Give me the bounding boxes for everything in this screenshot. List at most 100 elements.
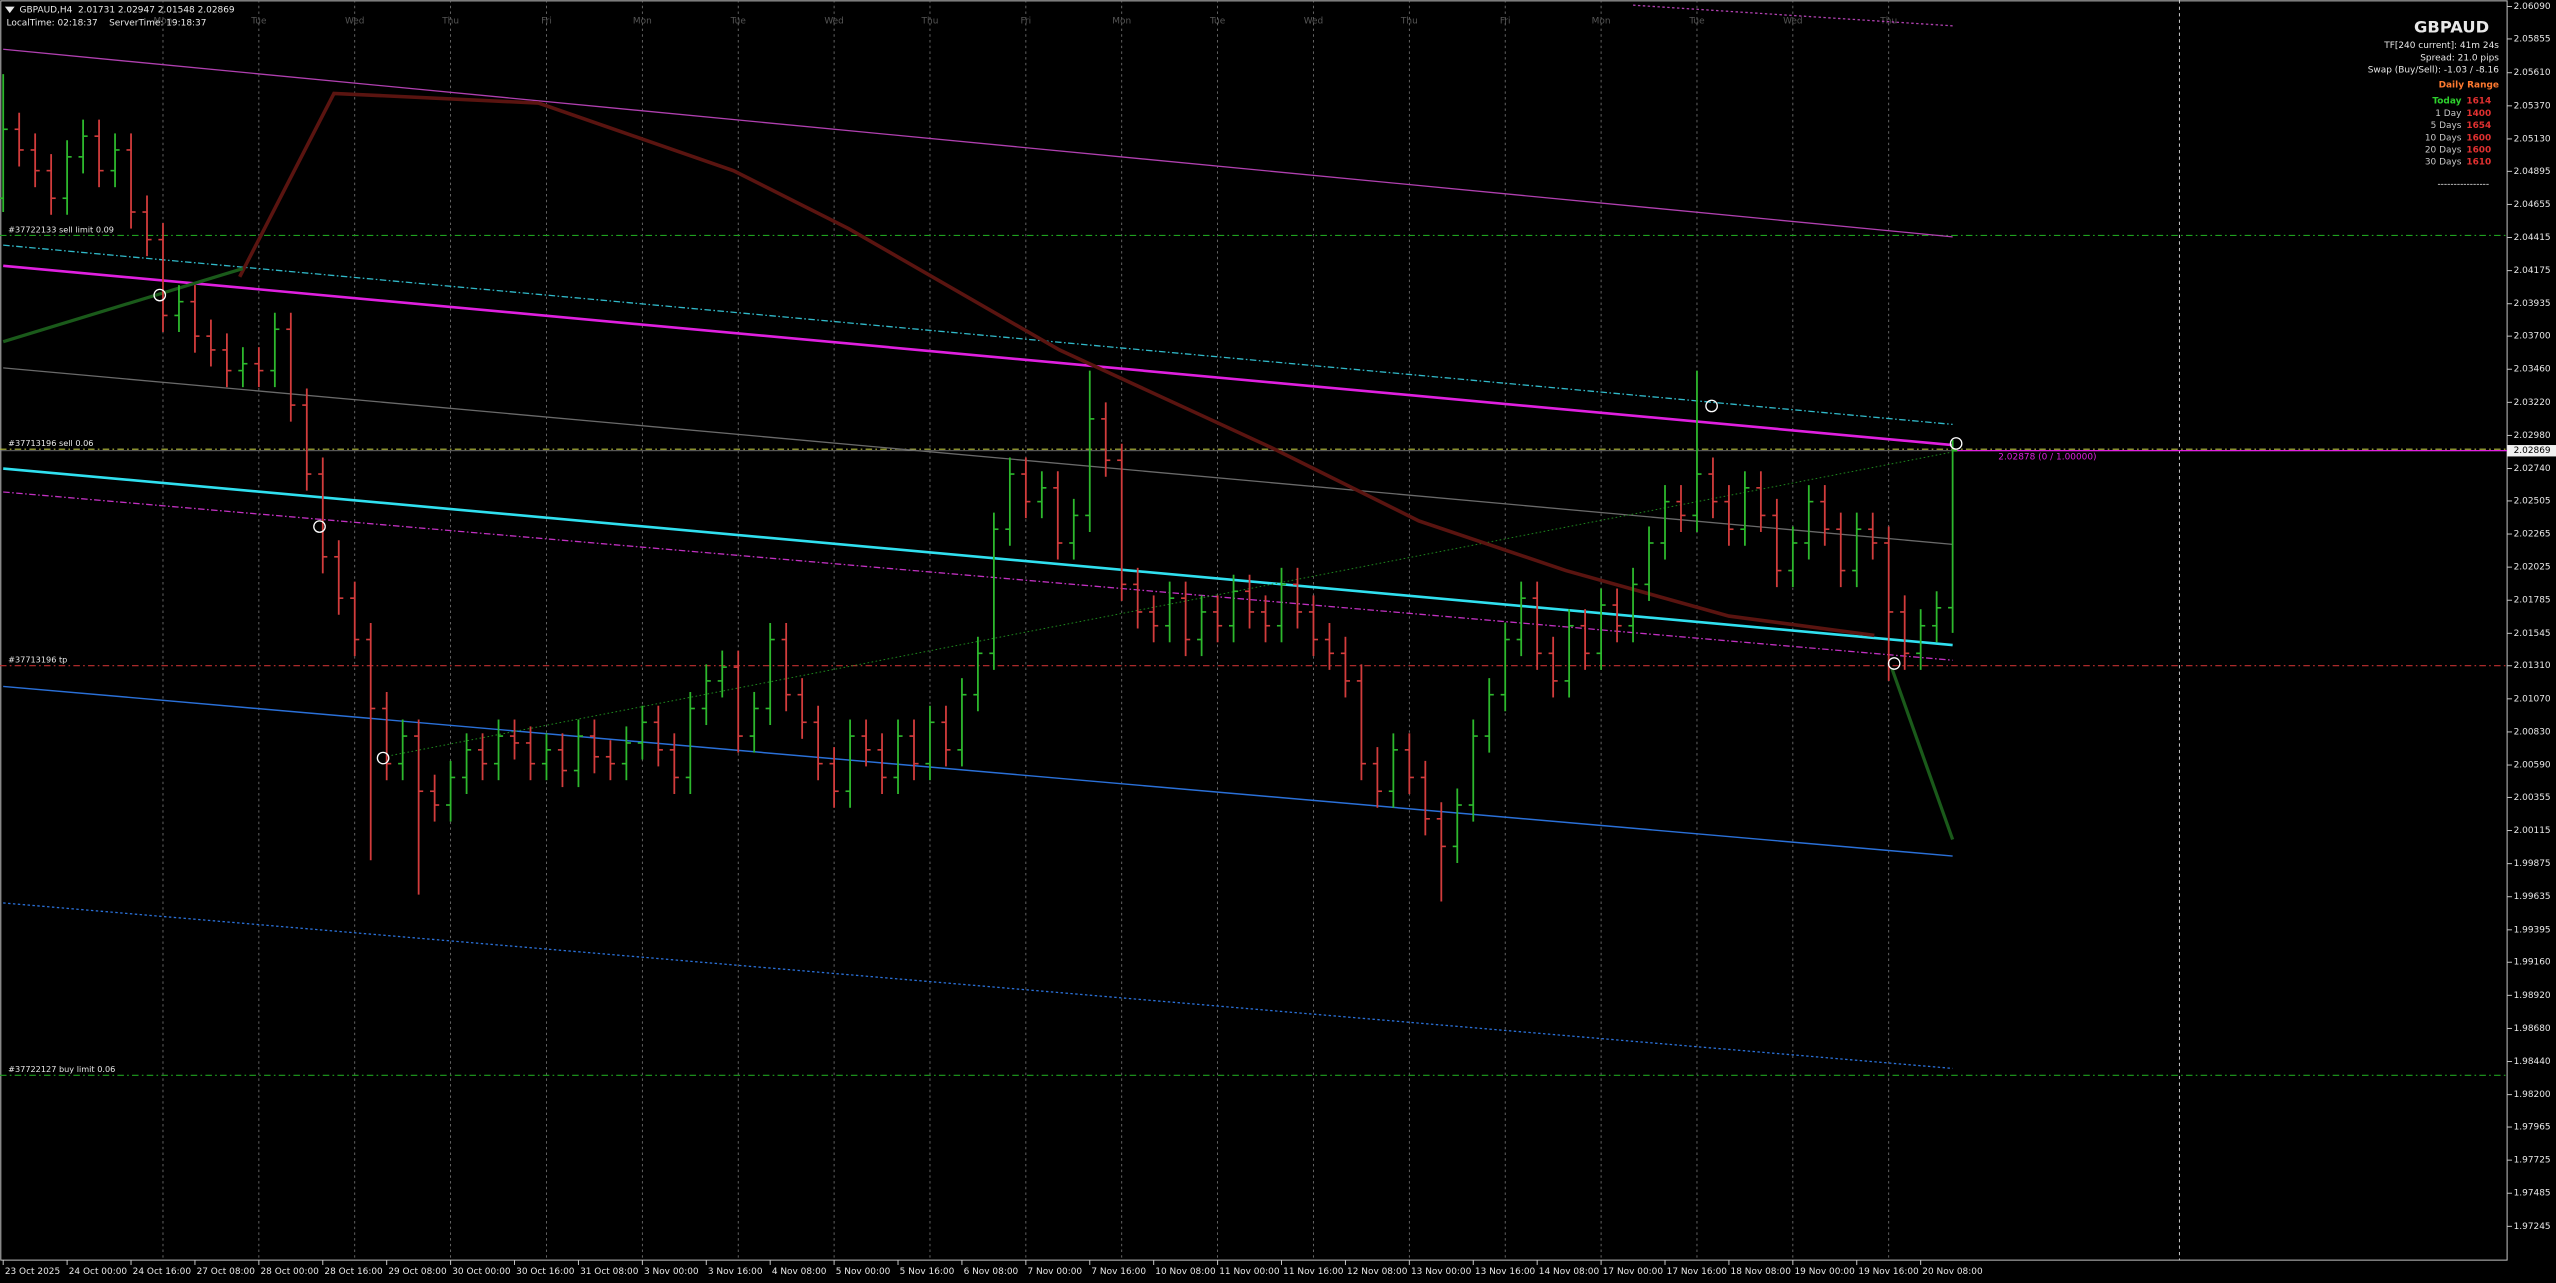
x-tick-label: 3 Nov 16:00 [708, 1267, 763, 1277]
x-tick-label: 20 Nov 08:00 [1922, 1267, 1983, 1277]
y-tick-label: 2.01070 [2514, 694, 2551, 704]
info-panel: GBPAUD Daily Range ---------------- TF[2… [2368, 17, 2500, 189]
day-label: Thu [921, 17, 939, 27]
x-tick-label: 17 Nov 16:00 [1667, 1267, 1728, 1277]
range-label: Today [2432, 97, 2461, 107]
main-layer: 2.02878 (0 / 1.00000) [0, 74, 2097, 902]
day-label: Wed [1783, 17, 1803, 27]
header-line1: GBPAUD,H4 2.01731 2.02947 2.01548 2.0286… [20, 5, 235, 15]
x-tick-label: 19 Nov 16:00 [1858, 1267, 1919, 1277]
day-label: Tue [1688, 17, 1705, 27]
trade-marker [1887, 657, 1901, 670]
y-tick-label: 1.97965 [2514, 1123, 2551, 1133]
y-tick-label: 1.97485 [2514, 1189, 2551, 1199]
day-label: Fri [541, 17, 552, 27]
day-label: Wed [824, 17, 844, 27]
y-tick-label: 2.02025 [2514, 563, 2551, 573]
x-tick-label: 17 Nov 00:00 [1603, 1267, 1664, 1277]
y-tick-label: 2.00355 [2514, 793, 2551, 803]
day-label: Tue [730, 17, 747, 27]
x-tick-label: 24 Oct 00:00 [69, 1267, 128, 1277]
x-tick-label: 31 Oct 08:00 [580, 1267, 639, 1277]
day-label: Wed [345, 17, 365, 27]
header-icon [4, 6, 15, 14]
x-tick-label: 14 Nov 08:00 [1539, 1267, 1600, 1277]
day-label: Thu [1400, 17, 1418, 27]
x-tick-label: 5 Nov 00:00 [836, 1267, 891, 1277]
y-tick-label: 2.05370 [2514, 101, 2551, 111]
order-label: #37713196 sell 0.06 [8, 438, 93, 448]
day-label: Mon [1112, 17, 1131, 27]
y-tick-label: 2.01785 [2514, 596, 2551, 606]
y-tick-label: 1.98680 [2514, 1024, 2551, 1034]
trade-marker [1705, 399, 1718, 413]
x-tick-label: 4 Nov 08:00 [772, 1267, 827, 1277]
day-label: Tue [250, 17, 267, 27]
range-label: 1 Day [2435, 109, 2462, 119]
x-tick-label: 6 Nov 08:00 [964, 1267, 1019, 1277]
y-tick-label: 2.05610 [2514, 68, 2551, 78]
plot-border [0, 0, 2508, 1261]
y-tick-label: 2.04655 [2514, 200, 2551, 210]
x-tick-label: 28 Oct 00:00 [260, 1267, 319, 1277]
day-label: Thu [441, 17, 459, 27]
range-label: 30 Days [2425, 158, 2462, 168]
y-tick-label: 2.02505 [2514, 496, 2551, 506]
x-tick-label: 24 Oct 16:00 [133, 1267, 192, 1277]
y-tick-label: 1.99160 [2514, 958, 2551, 968]
indicator-line [238, 91, 1875, 638]
y-tick-label: 2.01545 [2514, 629, 2551, 639]
y-tick-label: 1.97245 [2514, 1222, 2551, 1232]
info-range-title: Daily Range [2439, 80, 2499, 90]
y-tick-label: 2.00830 [2514, 727, 2551, 737]
day-label: Tue [1209, 17, 1226, 27]
info-symbol: GBPAUD [2414, 17, 2489, 36]
x-tick-label: 18 Nov 08:00 [1731, 1267, 1792, 1277]
background-layer: Mon Tue Wed Thu Fri Mon Tue Wed Thu Fri Mon Tue Wed T… [0, 0, 2508, 1261]
indicator-line [3, 491, 1953, 661]
y-tick-label: 2.05130 [2514, 134, 2551, 144]
price-label: 2.02878 (0 / 1.00000) [1998, 453, 2096, 463]
y-tick-label: 1.97725 [2514, 1156, 2551, 1166]
x-tick-label: 13 Nov 00:00 [1411, 1267, 1472, 1277]
y-tick-label: 1.98440 [2514, 1057, 2551, 1067]
range-label: 20 Days [2425, 146, 2462, 156]
range-value: 1600 [2466, 146, 2491, 156]
y-tick-label: 2.04415 [2514, 233, 2551, 243]
trade-marker [376, 751, 390, 765]
x-tick-label: 19 Nov 00:00 [1794, 1267, 1855, 1277]
header-line2: LocalTime: 02:18:37 ServerTime: 19:18:37 [7, 18, 207, 28]
x-tick-label: 12 Nov 08:00 [1347, 1267, 1408, 1277]
indicator-line [3, 264, 1953, 447]
indicator-line [1890, 667, 1955, 841]
day-label: Fri [1500, 17, 1511, 27]
y-tick-label: 1.98200 [2514, 1090, 2551, 1100]
y-tick-label: 1.99635 [2514, 892, 2551, 902]
y-tick-label: 2.02740 [2514, 464, 2551, 474]
indicator-line [3, 685, 1953, 857]
y-tick-label: 2.00590 [2514, 761, 2551, 771]
info-line: Swap (Buy/Sell): -1.03 / -8.16 [2368, 66, 2500, 76]
range-value: 1600 [2466, 133, 2491, 143]
x-tick-label: 5 Nov 16:00 [900, 1267, 955, 1277]
y-tick-label: 2.03700 [2514, 332, 2551, 342]
x-tick-label: 13 Nov 16:00 [1475, 1267, 1536, 1277]
y-tick-label: 1.98920 [2514, 991, 2551, 1001]
x-tick-label: 27 Oct 08:00 [197, 1267, 256, 1277]
range-value: 1400 [2466, 109, 2491, 119]
indicator-line [3, 467, 1953, 647]
bid-box [2507, 445, 2556, 457]
indicator-line [3, 48, 1953, 238]
x-tick-label: 29 Oct 08:00 [388, 1267, 447, 1277]
trade-marker [1949, 437, 1963, 450]
y-tick-label: 2.01310 [2514, 661, 2551, 671]
x-tick-label: 11 Nov 16:00 [1283, 1267, 1344, 1277]
y-tick-label: 2.03935 [2514, 299, 2551, 309]
x-tick-label: 30 Oct 16:00 [516, 1267, 575, 1277]
x-tick-label: 11 Nov 00:00 [1219, 1267, 1280, 1277]
range-value: 1610 [2466, 158, 2491, 168]
x-tick-label: 30 Oct 00:00 [452, 1267, 511, 1277]
y-tick-label: 1.99875 [2514, 859, 2551, 869]
